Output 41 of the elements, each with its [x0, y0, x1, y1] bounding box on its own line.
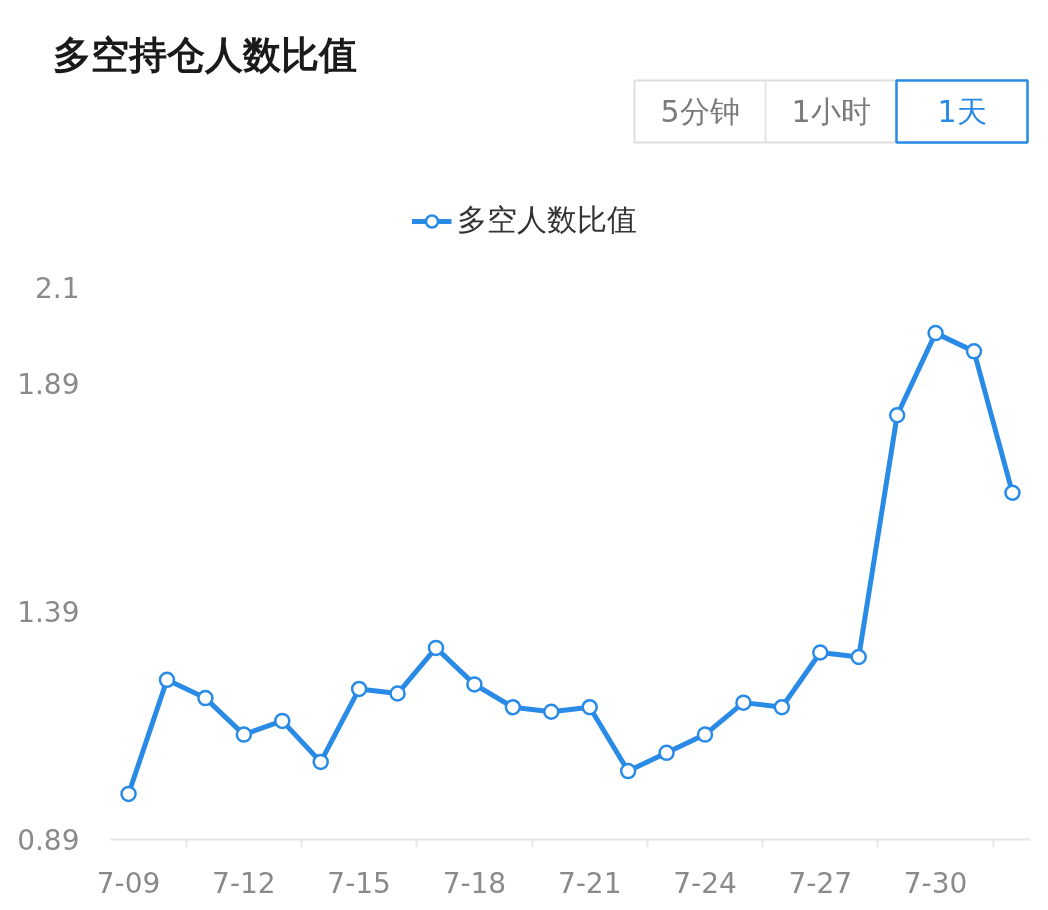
- text: 1小时: [791, 94, 871, 129]
- point: [389, 685, 406, 702]
- point: [427, 639, 445, 657]
- legend-label: 多空人数比值: [456, 201, 637, 239]
- point: [1004, 484, 1021, 502]
- point: [812, 644, 829, 661]
- point: [504, 698, 522, 716]
- x-tick-label: 7-24: [673, 866, 737, 900]
- point: [965, 343, 983, 360]
- y-tick-label: 1.89: [17, 367, 80, 401]
- y-tick-label: 2.1: [34, 272, 80, 305]
- point: [773, 698, 791, 716]
- point: [350, 680, 368, 698]
- point: [735, 694, 752, 711]
- y-tick-label: 0.89: [17, 824, 80, 857]
- point: [274, 712, 291, 730]
- point: [312, 753, 329, 771]
- point: [581, 698, 598, 716]
- point: [235, 726, 253, 743]
- text: 5分钟: [660, 94, 740, 129]
- x-tick-label: 7-27: [788, 866, 853, 900]
- text: 1天: [937, 94, 987, 129]
- point: [120, 785, 137, 803]
- point: [543, 703, 560, 720]
- x-tick-label: 7-12: [212, 866, 276, 900]
- point: [658, 744, 675, 762]
- x-tick-label: 7-21: [557, 866, 622, 900]
- point: [619, 762, 637, 780]
- chart-title: 多空持仓人数比值: [52, 32, 357, 77]
- y-tick-label: 1.39: [17, 595, 80, 629]
- point: [850, 648, 867, 666]
- point: [888, 407, 906, 424]
- point: [158, 671, 176, 689]
- x-tick-label: 7-15: [327, 866, 391, 900]
- point: [466, 676, 483, 693]
- point: [927, 324, 944, 342]
- x-tick-label: 7-30: [903, 866, 968, 900]
- x-tick-label: 7-09: [96, 866, 161, 900]
- x-tick-label: 7-18: [442, 866, 507, 900]
- point: [197, 689, 214, 707]
- point: [696, 726, 714, 743]
